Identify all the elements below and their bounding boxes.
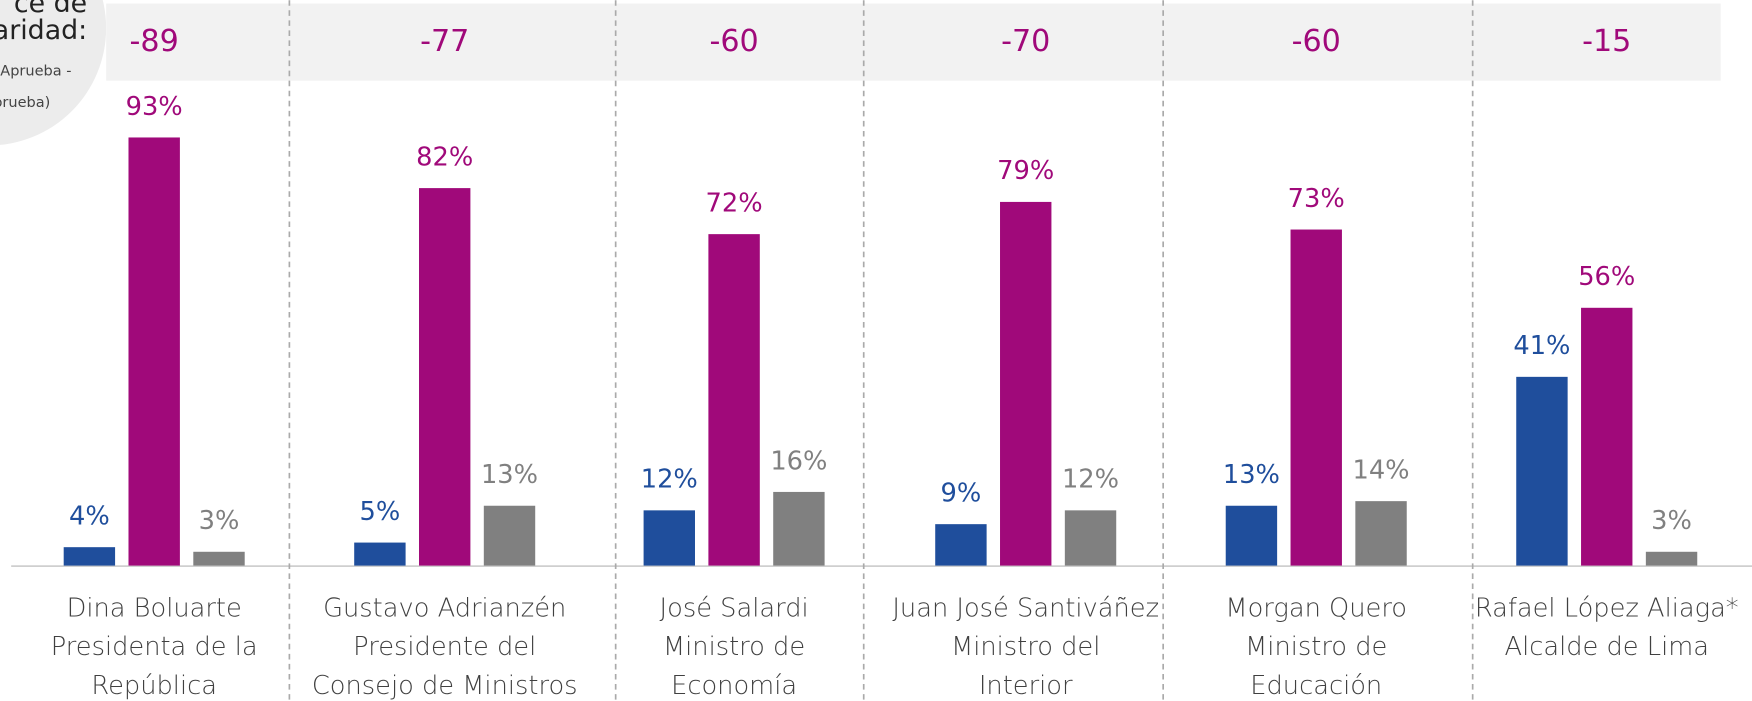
data-label: 41% bbox=[1513, 331, 1570, 361]
bar bbox=[483, 505, 536, 566]
data-label: 13% bbox=[1223, 460, 1280, 490]
panel-note: prueba) bbox=[0, 95, 50, 111]
data-label: 3% bbox=[1651, 506, 1692, 536]
data-label: 13% bbox=[481, 460, 538, 490]
category-label: Consejo de Ministros bbox=[312, 671, 578, 701]
category-label: Rafael López Aliaga* bbox=[1475, 594, 1739, 624]
data-label: 14% bbox=[1352, 455, 1409, 485]
data-label: 82% bbox=[416, 142, 473, 172]
index-badge bbox=[0, 0, 107, 145]
index-value: -60 bbox=[1292, 24, 1341, 59]
category-label: Dina Boluarte bbox=[67, 594, 242, 624]
bar bbox=[419, 188, 471, 566]
bar bbox=[193, 551, 245, 566]
bar bbox=[1581, 307, 1633, 566]
bar bbox=[1225, 505, 1278, 566]
data-label: 56% bbox=[1578, 262, 1635, 292]
category-label: Ministro de bbox=[663, 632, 805, 662]
bar bbox=[354, 542, 406, 566]
category-label: Gustavo Adrianzén bbox=[323, 594, 566, 624]
panel-label: ce de bbox=[14, 0, 87, 19]
category-label: República bbox=[91, 671, 217, 701]
category-label: José Salardi bbox=[660, 594, 809, 624]
bar bbox=[643, 510, 695, 566]
data-label: 4% bbox=[69, 502, 110, 532]
data-label: 5% bbox=[360, 497, 401, 527]
data-label: 93% bbox=[126, 92, 183, 122]
data-label: 16% bbox=[770, 446, 827, 476]
index-value: -15 bbox=[1582, 24, 1631, 59]
data-label: 12% bbox=[1062, 465, 1119, 495]
category-label: Ministro de bbox=[1245, 632, 1387, 662]
bar bbox=[1355, 501, 1407, 566]
category-label: Economía bbox=[671, 671, 797, 701]
index-band bbox=[106, 3, 1721, 81]
panel-label: aridad: bbox=[0, 15, 87, 46]
category-label: Interior bbox=[979, 671, 1073, 701]
category-label: Presidente del bbox=[353, 632, 536, 662]
index-value: -60 bbox=[709, 24, 758, 59]
category-label: Morgan Quero bbox=[1225, 594, 1407, 624]
bar bbox=[773, 491, 825, 566]
bar bbox=[63, 547, 116, 566]
bar bbox=[1516, 376, 1568, 566]
panel-note: Aprueba - bbox=[0, 64, 71, 80]
bar bbox=[1064, 510, 1117, 566]
index-value: -89 bbox=[130, 24, 179, 59]
category-label: Juan José Santiváñez bbox=[892, 594, 1159, 624]
data-label: 72% bbox=[706, 188, 763, 218]
bar bbox=[128, 137, 180, 566]
data-label: 9% bbox=[941, 478, 982, 508]
index-value: -77 bbox=[420, 24, 469, 59]
category-label: Educación bbox=[1250, 671, 1382, 701]
data-label: 12% bbox=[641, 465, 698, 495]
bar bbox=[1000, 201, 1052, 566]
data-label: 79% bbox=[997, 156, 1054, 186]
bar bbox=[935, 524, 987, 566]
category-label: Presidenta de la bbox=[51, 632, 258, 662]
bar bbox=[708, 234, 760, 566]
data-label: 73% bbox=[1288, 184, 1345, 214]
category-label: Alcalde de Lima bbox=[1505, 632, 1709, 662]
bar bbox=[1645, 551, 1698, 566]
data-label: 3% bbox=[199, 506, 240, 536]
category-label: Ministro del bbox=[951, 632, 1100, 662]
bar bbox=[1290, 229, 1342, 566]
index-value: -70 bbox=[1001, 24, 1050, 59]
